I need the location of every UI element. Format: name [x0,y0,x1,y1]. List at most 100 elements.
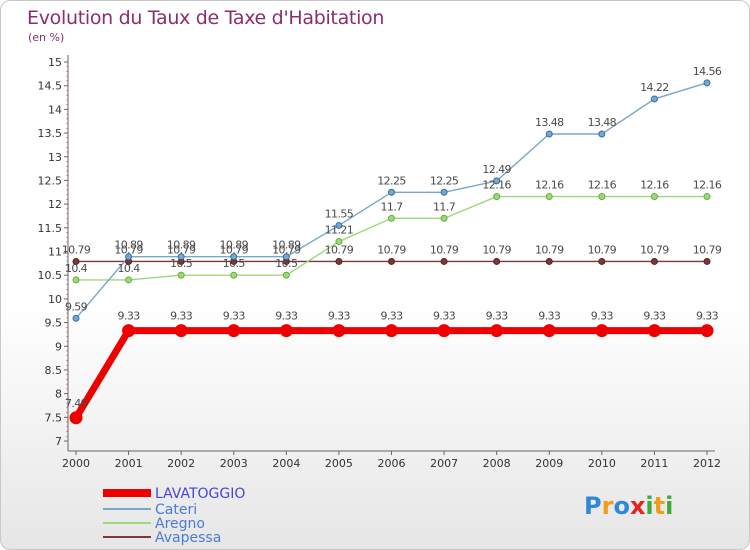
data-label-aregno: 12.16 [535,179,564,192]
data-label-aregno: 11.21 [325,224,354,237]
point-cateri [388,188,395,196]
point-avapessa [545,257,553,265]
data-label-avapessa: 10.79 [430,243,459,256]
data-label-avapessa: 10.79 [167,243,196,256]
data-label-avapessa: 10.79 [377,243,406,256]
data-label-lavatoggio: 9.33 [591,310,614,323]
data-label-avapessa: 10.79 [640,243,669,256]
data-label-aregno: 12.16 [588,179,617,192]
data-labels: 10.79 10.79 10.79 10.79 10.79 10.79 10.79 10.79… [62,65,723,410]
series-line-lavatoggio [72,327,711,422]
logo-letter: i [645,492,654,520]
data-label-avapessa: 10.79 [272,243,301,256]
y-tick-label: 7.5 [45,411,63,424]
y-tick-label: 8.5 [45,364,63,377]
data-label-aregno: 11.7 [380,200,403,213]
data-label-avapessa: 10.79 [693,243,722,256]
data-label-cateri: 13.48 [588,116,617,129]
axes: 7 7.5 8 8.5 9 9.5 10 10.5 11 11.5 12 12.5 13 13.5 14 14… [38,55,721,470]
point-lavatoggio [490,324,504,338]
data-label-lavatoggio: 9.33 [170,310,193,323]
point-cateri [545,130,553,138]
logo-letter: t [653,492,666,520]
point-avapessa [72,257,80,265]
point-cateri [703,79,711,87]
point-cateri [282,253,290,261]
data-label-avapessa: 10.79 [62,243,91,256]
point-lavatoggio [595,324,609,338]
data-label-lavatoggio: 9.33 [328,310,351,323]
point-lavatoggio [332,324,346,338]
data-label-lavatoggio: 9.33 [275,310,298,323]
point-avapessa [703,257,711,265]
y-tick-label: 13 [48,151,62,164]
point-aregno [388,214,395,222]
data-label-aregno: 12.16 [640,179,669,192]
data-label-lavatoggio: 9.33 [538,310,561,323]
point-lavatoggio [700,324,714,338]
point-avapessa [335,257,343,265]
x-tick-label: 2008 [483,457,511,470]
data-label-avapessa: 10.79 [588,243,617,256]
data-label-cateri: 9.59 [65,300,88,313]
x-tick-label: 2007 [430,457,458,470]
x-tick-label: 2001 [115,457,143,470]
x-tick-label: 2006 [378,457,406,470]
point-avapessa [650,257,658,265]
point-lavatoggio [647,324,661,338]
point-aregno [177,271,185,279]
legend-label-aregno: Aregno [155,516,205,532]
legend-label-avapessa: Avapessa [155,530,221,546]
point-aregno [703,193,711,201]
logo-letter: o [613,492,630,520]
data-label-aregno: 10.4 [118,262,141,275]
point-lavatoggio [279,324,293,338]
y-tick-label: 10.5 [38,269,63,282]
data-label-lavatoggio: 9.33 [380,310,403,323]
point-lavatoggio [69,411,83,425]
x-tick-label: 2005 [325,457,353,470]
point-aregno [440,214,448,222]
logo-letter: i [665,492,674,520]
data-label-lavatoggio: 9.33 [643,310,666,323]
point-cateri [440,188,448,196]
y-tick-label: 11.5 [38,222,63,235]
data-label-cateri: 14.56 [693,65,722,78]
legend-label-lavatoggio: LAVATOGGIO [155,486,245,502]
data-label-lavatoggio: 9.33 [118,310,141,323]
data-label-cateri: 10.89 [220,239,249,252]
x-tick-label: 2012 [693,457,721,470]
data-label-aregno: 10.5 [223,257,246,270]
data-label-cateri: 11.55 [325,207,354,220]
point-lavatoggio [227,324,241,338]
logo-letter: r [601,492,614,520]
y-tick-label: 12 [48,198,62,211]
y-tick-label: 14 [48,103,62,116]
point-aregno [650,193,658,201]
data-label-avapessa: 10.79 [535,243,564,256]
data-label-avapessa: 10.79 [220,243,249,256]
point-avapessa [388,257,395,265]
point-cateri [598,130,606,138]
data-label-cateri: 12.25 [430,174,459,187]
y-tick-label: 12.5 [38,174,63,187]
logo-letter: P [584,492,602,520]
y-tick-label: 15 [48,56,62,69]
point-lavatoggio [122,324,136,338]
data-label-avapessa: 10.79 [114,243,143,256]
point-aregno [493,193,501,201]
x-tick-label: 2010 [588,457,616,470]
point-lavatoggio [174,324,188,338]
logo-letter: x [629,492,646,520]
data-label-avapessa: 10.79 [482,243,511,256]
point-lavatoggio [385,324,398,338]
y-tick-label: 9.5 [45,317,63,330]
point-aregno [282,271,290,279]
y-axis-unit: (en %) [28,31,65,44]
point-aregno [335,238,343,246]
point-cateri [230,253,238,261]
data-label-lavatoggio: 9.33 [223,310,246,323]
